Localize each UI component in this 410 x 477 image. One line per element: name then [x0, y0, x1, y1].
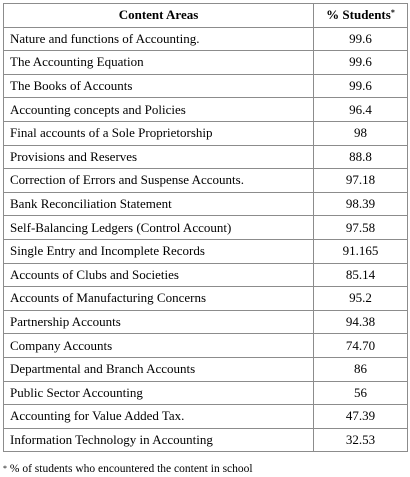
- percent-students-cell: 99.6: [313, 26, 408, 52]
- percent-students-cell: 98.39: [313, 191, 408, 217]
- table-row: Single Entry and Incomplete Records 91.16…: [3, 238, 408, 264]
- table-row: Bank Reconciliation Statement 98.39: [3, 191, 408, 217]
- header-asterisk: *: [390, 8, 395, 18]
- table-row: Public Sector Accounting 56: [3, 380, 408, 406]
- table-row: Final accounts of a Sole Proprietorship 9…: [3, 120, 408, 146]
- footnote: * % of students who encountered the cont…: [3, 462, 253, 476]
- content-area-cell: Accounts of Clubs and Societies: [3, 262, 314, 288]
- table-row: Nature and functions of Accounting. 99.6: [3, 26, 408, 52]
- content-area-cell: Accounting for Value Added Tax.: [3, 404, 314, 429]
- percent-students-cell: 74.70: [313, 333, 408, 358]
- content-area-cell: Accounting concepts and Policies: [3, 97, 314, 122]
- content-area-cell: Nature and functions of Accounting.: [3, 26, 314, 52]
- table-row: The Accounting Equation 99.6: [3, 50, 408, 75]
- table-row: Provisions and Reserves 88.8: [3, 144, 408, 170]
- table-row: Correction of Errors and Suspense Accoun…: [3, 168, 408, 193]
- table-row: Accounting for Value Added Tax. 47.39: [3, 404, 408, 429]
- content-area-cell: Provisions and Reserves: [3, 144, 314, 170]
- content-area-cell: Public Sector Accounting: [3, 380, 314, 406]
- percent-students-cell: 86: [313, 356, 408, 382]
- percent-students-cell: 95.2: [313, 286, 408, 311]
- percent-students-cell: 97.58: [313, 215, 408, 240]
- content-area-cell: Accounts of Manufacturing Concerns: [3, 286, 314, 311]
- percent-students-cell: 94.38: [313, 309, 408, 335]
- content-area-cell: Departmental and Branch Accounts: [3, 356, 314, 382]
- content-area-cell: The Accounting Equation: [3, 50, 314, 75]
- percent-students-cell: 91.165: [313, 238, 408, 264]
- footnote-asterisk: *: [3, 464, 7, 473]
- table-row: Accounts of Manufacturing Concerns 95.2: [3, 286, 408, 311]
- percent-students-cell: 99.6: [313, 50, 408, 75]
- percent-students-cell: 56: [313, 380, 408, 406]
- content-area-cell: Bank Reconciliation Statement: [3, 191, 314, 217]
- content-area-cell: Partnership Accounts: [3, 309, 314, 335]
- footnote-text: % of students who encountered the conten…: [7, 463, 253, 475]
- table-row: Accounting concepts and Policies 96.4: [3, 97, 408, 122]
- content-areas-table: Content Areas % Students* Nature and fun…: [3, 3, 408, 453]
- percent-students-cell: 32.53: [313, 427, 408, 453]
- percent-students-cell: 98: [313, 120, 408, 146]
- content-area-cell: The Books of Accounts: [3, 73, 314, 99]
- table-row: Information Technology in Accounting 32.5…: [3, 427, 408, 453]
- header-percent-students: % Students*: [313, 3, 408, 28]
- table-row: Accounts of Clubs and Societies 85.14: [3, 262, 408, 288]
- table-body: Nature and functions of Accounting. 99.6 T…: [3, 26, 408, 453]
- percent-students-cell: 88.8: [313, 144, 408, 170]
- table-row: Self-Balancing Ledgers (Control Account)…: [3, 215, 408, 240]
- table-row: Company Accounts 74.70: [3, 333, 408, 358]
- table-row: Partnership Accounts 94.38: [3, 309, 408, 335]
- table-header: Content Areas % Students*: [3, 3, 408, 28]
- header-row: Content Areas % Students*: [3, 3, 408, 28]
- content-area-cell: Final accounts of a Sole Proprietorship: [3, 120, 314, 146]
- content-area-cell: Self-Balancing Ledgers (Control Account): [3, 215, 314, 240]
- percent-students-cell: 85.14: [313, 262, 408, 288]
- percent-students-cell: 97.18: [313, 168, 408, 193]
- percent-students-cell: 96.4: [313, 97, 408, 122]
- content-area-cell: Information Technology in Accounting: [3, 427, 314, 453]
- content-area-cell: Company Accounts: [3, 333, 314, 358]
- content-area-cell: Correction of Errors and Suspense Accoun…: [3, 168, 314, 193]
- content-area-cell: Single Entry and Incomplete Records: [3, 238, 314, 264]
- table-row: Departmental and Branch Accounts 86: [3, 356, 408, 382]
- header-content-areas: Content Areas: [3, 3, 314, 28]
- percent-students-cell: 99.6: [313, 73, 408, 99]
- table-row: The Books of Accounts 99.6: [3, 73, 408, 99]
- percent-students-cell: 47.39: [313, 404, 408, 429]
